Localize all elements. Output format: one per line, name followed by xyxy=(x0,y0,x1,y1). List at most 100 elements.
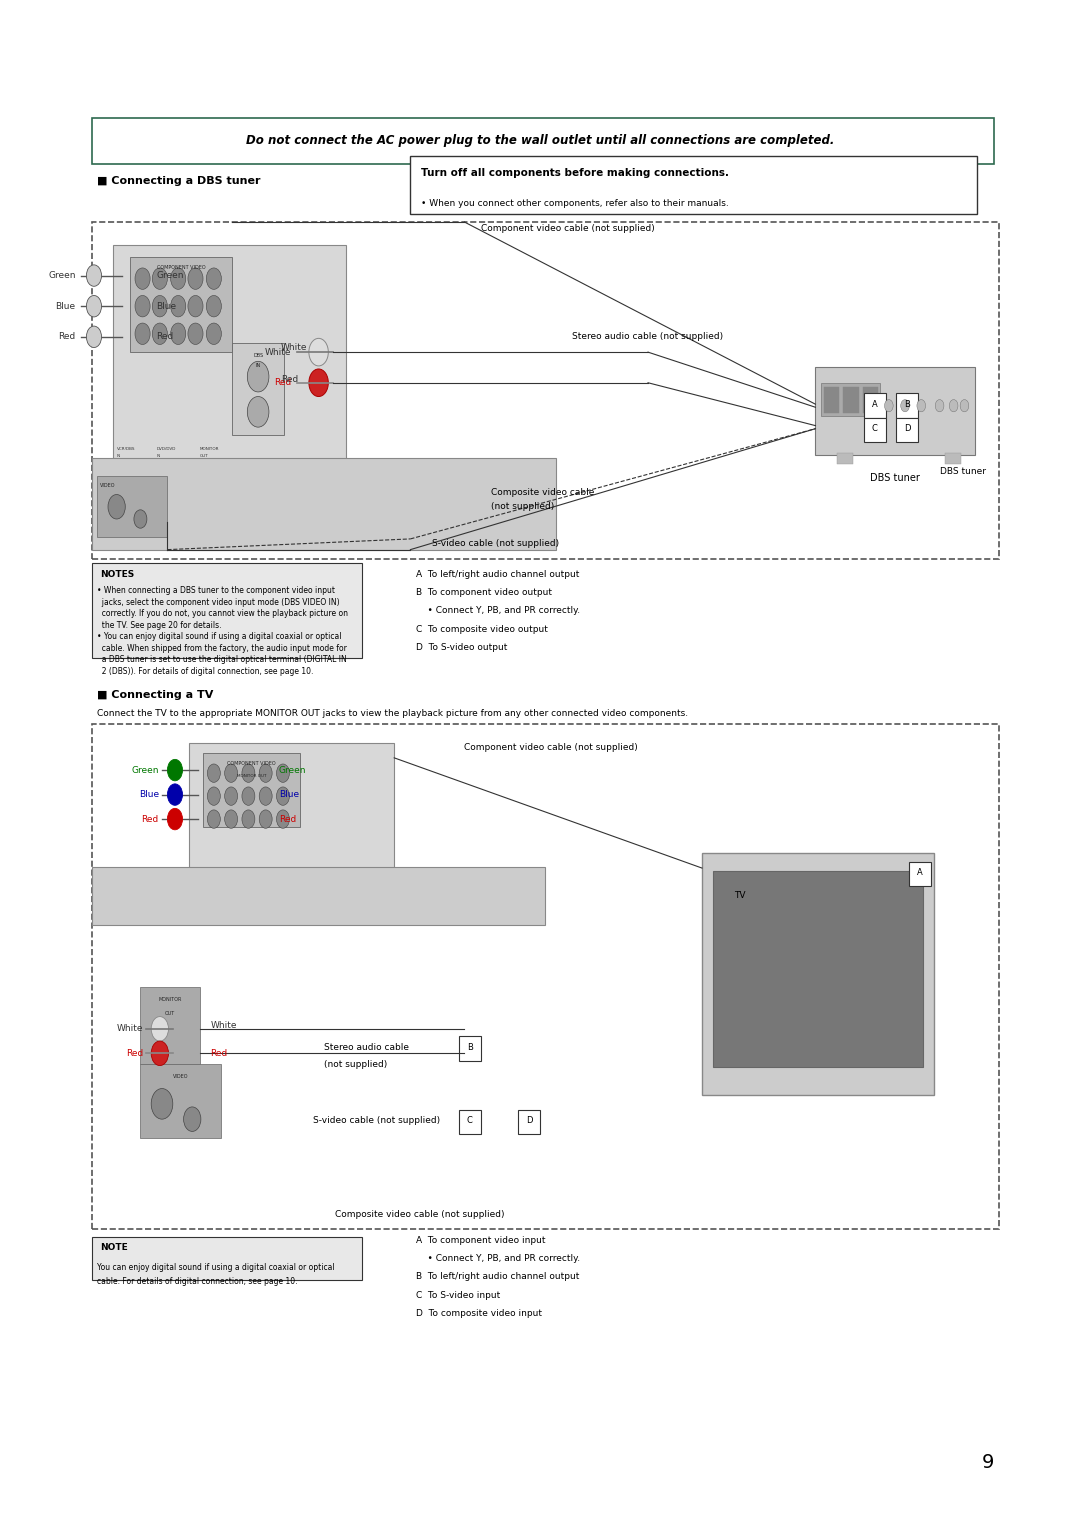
Text: A  To component video input: A To component video input xyxy=(416,1236,545,1245)
Text: Red: Red xyxy=(279,814,296,824)
Circle shape xyxy=(135,323,150,344)
Text: DVD/DVD: DVD/DVD xyxy=(157,447,176,450)
Bar xyxy=(945,453,961,464)
Circle shape xyxy=(276,787,289,805)
Text: Turn off all components before making connections.: Turn off all components before making co… xyxy=(421,168,729,178)
Text: cable. When shipped from the factory, the audio input mode for: cable. When shipped from the factory, th… xyxy=(97,645,347,652)
Text: cable. For details of digital connection, see page 10.: cable. For details of digital connection… xyxy=(97,1277,298,1286)
Text: NOTE: NOTE xyxy=(100,1243,129,1252)
Circle shape xyxy=(225,764,238,782)
Bar xyxy=(863,387,878,413)
Text: Stereo audio cable: Stereo audio cable xyxy=(324,1043,409,1052)
Bar xyxy=(821,383,880,416)
Circle shape xyxy=(949,400,958,412)
Bar xyxy=(896,418,918,442)
Text: D: D xyxy=(904,424,910,433)
Text: B  To left/right audio channel output: B To left/right audio channel output xyxy=(416,1272,579,1281)
Text: C: C xyxy=(872,424,878,433)
Circle shape xyxy=(242,764,255,782)
Text: MONITOR OUT: MONITOR OUT xyxy=(237,775,267,778)
Circle shape xyxy=(207,787,220,805)
Text: DBS: DBS xyxy=(253,352,264,358)
Circle shape xyxy=(86,326,102,348)
Text: Green: Green xyxy=(279,766,306,775)
Text: Blue: Blue xyxy=(157,302,177,311)
Circle shape xyxy=(259,764,272,782)
Circle shape xyxy=(188,295,203,317)
Text: ■ Connecting a TV: ■ Connecting a TV xyxy=(97,690,214,700)
Circle shape xyxy=(225,810,238,828)
Text: Composite video cable: Composite video cable xyxy=(491,488,595,498)
Text: Green: Green xyxy=(157,271,184,280)
Text: correctly. If you do not, you cannot view the playback picture on: correctly. If you do not, you cannot vie… xyxy=(97,609,348,619)
Text: D: D xyxy=(526,1116,532,1125)
Text: B  To component video output: B To component video output xyxy=(416,588,552,597)
Text: IN: IN xyxy=(256,363,260,369)
Circle shape xyxy=(171,295,186,317)
Circle shape xyxy=(151,1089,173,1119)
Text: Connect the TV to the appropriate MONITOR OUT jacks to view the playback picture: Connect the TV to the appropriate MONITO… xyxy=(97,709,688,718)
Text: jacks, select the component video input mode (DBS VIDEO IN): jacks, select the component video input … xyxy=(97,599,340,606)
Text: Red: Red xyxy=(58,332,76,341)
Bar xyxy=(113,245,346,459)
Text: NOTES: NOTES xyxy=(100,570,135,579)
Text: DBS tuner: DBS tuner xyxy=(940,467,986,476)
Bar xyxy=(909,862,931,886)
Circle shape xyxy=(309,369,328,397)
Text: C  To S-video input: C To S-video input xyxy=(416,1291,500,1300)
Circle shape xyxy=(225,787,238,805)
Circle shape xyxy=(309,338,328,366)
Bar xyxy=(518,1110,540,1134)
Circle shape xyxy=(901,400,909,412)
Bar xyxy=(92,1237,362,1280)
Text: White: White xyxy=(211,1021,238,1030)
Bar xyxy=(92,724,999,1229)
Text: S-video cable (not supplied): S-video cable (not supplied) xyxy=(313,1116,441,1125)
Text: D  To composite video input: D To composite video input xyxy=(416,1309,542,1318)
Bar xyxy=(837,453,853,464)
Circle shape xyxy=(206,268,221,289)
Bar xyxy=(232,343,284,435)
Bar xyxy=(92,458,556,550)
Text: Red: Red xyxy=(281,375,298,384)
Circle shape xyxy=(86,295,102,317)
Circle shape xyxy=(885,400,893,412)
Circle shape xyxy=(960,400,969,412)
Text: 9: 9 xyxy=(982,1453,995,1471)
Circle shape xyxy=(276,764,289,782)
Circle shape xyxy=(247,361,269,392)
Circle shape xyxy=(151,1017,168,1041)
Text: Red: Red xyxy=(126,1049,144,1058)
Bar xyxy=(896,393,918,418)
Bar xyxy=(92,118,994,164)
Bar xyxy=(824,387,839,413)
Circle shape xyxy=(206,295,221,317)
Text: Do not connect the AC power plug to the wall outlet until all connections are co: Do not connect the AC power plug to the … xyxy=(246,135,834,147)
Circle shape xyxy=(242,787,255,805)
Bar xyxy=(92,563,362,658)
Bar xyxy=(459,1036,481,1061)
Bar xyxy=(815,367,975,455)
Bar xyxy=(864,418,886,442)
Text: S-video cable (not supplied): S-video cable (not supplied) xyxy=(432,539,559,548)
Text: IN: IN xyxy=(117,455,121,458)
Text: Red: Red xyxy=(211,1049,228,1058)
Circle shape xyxy=(152,323,167,344)
Bar xyxy=(203,753,300,827)
Bar xyxy=(864,393,886,418)
Circle shape xyxy=(135,295,150,317)
Text: OUT: OUT xyxy=(200,455,208,458)
Text: MONITOR: MONITOR xyxy=(200,447,219,450)
Bar xyxy=(140,987,200,1064)
Circle shape xyxy=(152,268,167,289)
Text: • Connect Y, PB, and PR correctly.: • Connect Y, PB, and PR correctly. xyxy=(416,1254,580,1263)
Circle shape xyxy=(247,397,269,427)
Bar xyxy=(189,743,394,873)
Bar xyxy=(130,257,232,352)
Text: TV: TV xyxy=(734,891,746,900)
Text: (not supplied): (not supplied) xyxy=(491,502,555,511)
Text: • You can enjoy digital sound if using a digital coaxial or optical: • You can enjoy digital sound if using a… xyxy=(97,632,341,641)
Bar xyxy=(713,871,923,1067)
Text: COMPONENT VIDEO: COMPONENT VIDEO xyxy=(227,761,276,767)
Text: A: A xyxy=(872,400,878,409)
